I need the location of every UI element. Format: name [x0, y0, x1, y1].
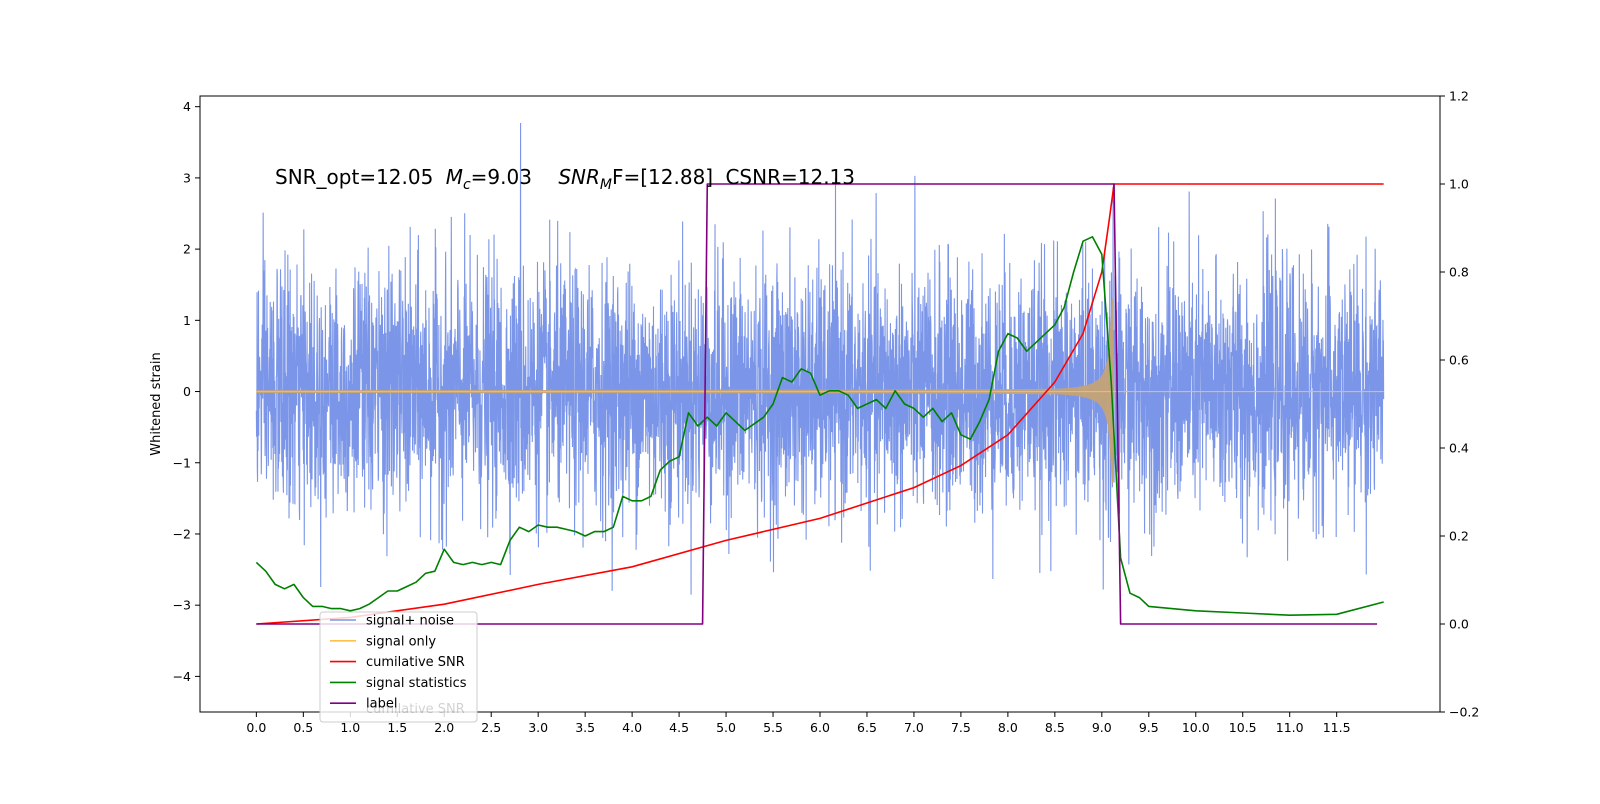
- x-tick-label-9: 4.5: [669, 720, 689, 735]
- y-right-tick-label-6: 1.0: [1449, 177, 1469, 192]
- x-tick-label-2: 1.0: [340, 720, 360, 735]
- annotation-snrmf-tail: F=[12.88]: [612, 165, 713, 189]
- x-tick-label-21: 10.5: [1229, 720, 1257, 735]
- x-tick-label-6: 3.0: [528, 720, 548, 735]
- signal-noise-line: [255, 123, 1385, 595]
- y-right-tick-label-3: 0.4: [1449, 441, 1469, 456]
- y-axis-left: −4 −3 −2 −1 0 1 2 3 4: [173, 99, 200, 684]
- signal-only-series: [256, 298, 1384, 485]
- x-tick-label-17: 8.5: [1045, 720, 1065, 735]
- legend-box: [319, 611, 478, 723]
- y-right-tick-label-5: 0.8: [1449, 265, 1469, 280]
- y-right-tick-label-2: 0.2: [1449, 529, 1469, 544]
- annotation-mc-value: =9.03: [471, 165, 532, 189]
- legend-label-4: label: [366, 697, 397, 712]
- annotation-mc-sub: c: [463, 177, 471, 193]
- legend-entries: signal+ noise signal only cumilative SNR si…: [330, 614, 467, 712]
- x-tick-label-23: 11.5: [1323, 720, 1351, 735]
- x-tick-label-22: 11.0: [1276, 720, 1304, 735]
- y-left-tick-label-2: −2: [173, 526, 191, 541]
- x-axis: 0.0 0.5 1.0 1.5 2.0 2.5 3.0 3.5 4.0 4.5 5.0 5.5 6.0 6…: [246, 712, 1351, 735]
- legend-label-1: signal only: [366, 634, 436, 649]
- y-right-tick-label-4: 0.6: [1449, 353, 1469, 368]
- annotation-snrmf-sub: M: [600, 177, 612, 193]
- y-right-tick-label-7: 1.2: [1449, 89, 1469, 104]
- signal-statistics-line: [255, 236, 1384, 616]
- y-left-tick-label-8: 4: [183, 99, 191, 114]
- x-tick-label-12: 6.0: [810, 720, 830, 735]
- annotation-snr-opt: SNR_opt=12.05: [275, 165, 433, 189]
- x-tick-label-20: 10.0: [1182, 720, 1210, 735]
- x-tick-label-18: 9.0: [1092, 720, 1112, 735]
- x-tick-label-16: 8.0: [998, 720, 1018, 735]
- x-tick-label-11: 5.5: [763, 720, 783, 735]
- y-right-tick-label-0: −0.2: [1449, 705, 1479, 720]
- x-tick-label-8: 4.0: [622, 720, 642, 735]
- label-line: [256, 183, 1378, 625]
- x-tick-label-13: 6.5: [857, 720, 877, 735]
- x-tick-label-3: 1.5: [387, 720, 407, 735]
- x-tick-label-0: 0.0: [246, 720, 266, 735]
- x-tick-label-10: 5.0: [716, 720, 736, 735]
- legend-label-2: cumilative SNR: [366, 655, 465, 670]
- y-left-tick-label-1: −3: [173, 598, 191, 613]
- x-tick-label-15: 7.5: [951, 720, 971, 735]
- x-tick-label-7: 3.5: [575, 720, 595, 735]
- y-left-tick-label-0: −4: [173, 669, 191, 684]
- x-tick-label-4: 2.0: [434, 720, 454, 735]
- x-tick-label-19: 9.5: [1139, 720, 1159, 735]
- signal-noise-series: [255, 123, 1385, 595]
- statistics-series: [255, 183, 1384, 625]
- y-left-tick-label-5: 1: [183, 313, 191, 328]
- y-right-tick-label-1: 0.0: [1449, 617, 1469, 632]
- x-tick-label-5: 2.5: [481, 720, 501, 735]
- legend-label-3: signal statistics: [366, 676, 467, 691]
- x-tick-label-14: 7.0: [904, 720, 924, 735]
- x-tick-label-1: 0.5: [293, 720, 313, 735]
- annotation-snrmf-symbol: SNR: [558, 165, 600, 189]
- y-left-tick-label-6: 2: [183, 242, 191, 257]
- y-axis-left-label: Whitened strain: [149, 352, 164, 455]
- annotation-csnr: CSNR=12.13: [725, 165, 855, 189]
- y-axis-right: −0.2 0.0 0.2 0.4 0.6 0.8 1.0 1.2: [1440, 89, 1479, 720]
- annotation-mc-symbol: M: [446, 165, 463, 189]
- y-left-tick-label-7: 3: [183, 170, 191, 185]
- cumulative-snr-line: [256, 183, 1384, 625]
- legend: cumilative SNR signal+ noise signal only c…: [319, 611, 478, 723]
- legend-ghost-label: cumilative SNR: [366, 702, 465, 717]
- legend-label-0: signal+ noise: [366, 614, 454, 629]
- y-left-tick-label-4: 0: [183, 384, 191, 399]
- y-left-tick-label-3: −1: [173, 455, 191, 470]
- annotation-text: SNR_opt=12.05 Mc=9.03 SNRMF=[12.88] CSNR…: [275, 165, 855, 193]
